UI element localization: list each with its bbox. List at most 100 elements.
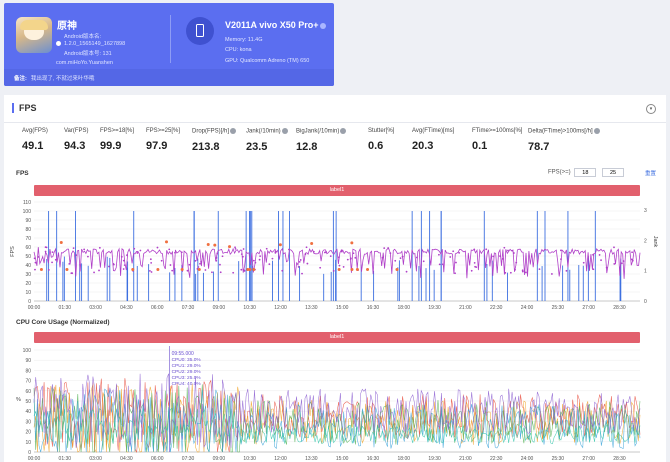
tooltip-time: 09:55.000: [172, 351, 194, 357]
fps-point: [349, 257, 352, 260]
fps-point: [342, 266, 345, 268]
fps-point: [305, 246, 308, 249]
fps-point: [515, 261, 518, 264]
fps-point: [194, 259, 197, 262]
fps-point: [234, 248, 237, 250]
fps-point: [332, 269, 335, 272]
card-divider: [170, 15, 171, 63]
fps-range-low-input[interactable]: [574, 168, 597, 177]
fps-point: [387, 247, 390, 249]
fps-x-tick: 04:30: [120, 305, 133, 311]
metric-value: 94.3: [64, 140, 86, 152]
fps-point: [72, 247, 75, 250]
cpu-chart[interactable]: 0 10 20 30 40 50 60 70 80 90 100% 00:00 01:30 03:00 04…: [4, 342, 666, 462]
fps-range-high-input[interactable]: [602, 168, 624, 177]
metric-value: 23.5: [246, 140, 268, 153]
fps-y-axis-label: FPS: [10, 246, 16, 257]
panel-title: FPS: [12, 103, 37, 113]
fps-x-tick: 19:30: [428, 305, 441, 311]
metric-value: 49.1: [22, 140, 44, 152]
fps-point: [240, 268, 243, 271]
cpu-x-tick: 18:00: [398, 456, 411, 462]
fps-point: [188, 263, 191, 266]
fps-point: [441, 263, 444, 266]
bigjank-marker: [310, 241, 314, 245]
metric-label: FPS>=25[%]: [146, 128, 181, 134]
metric-value: 97.9: [146, 140, 168, 152]
tooltip-line: CPU4: 40.0%: [172, 381, 202, 387]
device-memory: Memory: 11.4G: [225, 37, 263, 43]
fps-point: [123, 264, 126, 267]
cpu-x-tick: 15:00: [336, 456, 349, 462]
fps-chart[interactable]: 0 10 20 30 40 50 60 70 80 90 100 110 0 1 2 3 FPS Jank 00:0…: [4, 195, 666, 317]
help-icon[interactable]: [593, 128, 600, 134]
fps-point: [259, 255, 262, 258]
bigjank-marker: [213, 243, 217, 247]
fps-point: [254, 261, 257, 264]
fps-point: [180, 251, 183, 254]
cpu-x-tick: 00:00: [28, 456, 41, 462]
fps-point: [98, 246, 101, 249]
collapse-button[interactable]: ▾: [646, 104, 656, 114]
fps-label-bar[interactable]: label1: [34, 185, 640, 196]
cpu-x-tick: 22:30: [490, 456, 503, 462]
cpu-y-tick: 20: [25, 430, 31, 436]
fps-point: [47, 269, 50, 271]
fps-x-tick: 01:30: [59, 305, 72, 311]
fps-point: [559, 249, 562, 252]
fps-point: [54, 258, 57, 261]
tooltip-line: CPU3: 25.0%: [172, 375, 202, 381]
app-package: com.miHoYo.Yuanshen: [56, 60, 113, 66]
fps-y-tick: 20: [25, 281, 31, 287]
fps-point: [389, 252, 392, 255]
cpu-x-tick: 04:30: [120, 456, 133, 462]
cpu-y-tick: 10: [25, 440, 31, 446]
info-icon[interactable]: [320, 22, 327, 29]
metric-3: FPS>=25[%] 97.9: [146, 128, 180, 152]
metric-value: 0.6: [368, 140, 384, 152]
cpu-y-tick: 60: [25, 389, 31, 395]
cpu-x-tick: 09:00: [213, 456, 226, 462]
fps-point: [399, 257, 402, 260]
metric-label: FTime>=100ms[%]: [472, 128, 523, 134]
help-icon[interactable]: [340, 128, 347, 134]
metric-10: Delta(FTime)>100ms[/h] 78.7: [528, 128, 600, 153]
fps-point: [281, 269, 284, 272]
fps-point: [299, 259, 302, 261]
fps-point: [605, 266, 608, 269]
app-version-text: 1.2.0_1565149_1627898: [64, 41, 126, 47]
cpu-x-tick: 07:30: [182, 456, 195, 462]
cpu-x-tick: 24:00: [521, 456, 534, 462]
fps-x-tick: 07:30: [182, 305, 195, 311]
cpu-y-tick: 0: [28, 450, 31, 456]
reset-button[interactable]: 重置: [644, 171, 656, 177]
fps-point: [168, 248, 171, 251]
help-icon[interactable]: [281, 128, 288, 134]
cpu-x-tick: 10:30: [243, 456, 256, 462]
help-icon[interactable]: [230, 128, 237, 134]
fps-point: [452, 250, 455, 253]
bigjank-marker: [228, 245, 232, 249]
fps-point: [211, 271, 213, 274]
app-version: 1.2.0_1565149_1627898: [56, 41, 125, 47]
fps-point: [271, 257, 274, 260]
fps-point: [197, 266, 200, 268]
fps-y-tick: 60: [25, 245, 31, 251]
device-title-text: V2011A vivo X50 Pro+: [225, 20, 319, 30]
fps-point: [504, 271, 507, 274]
fps-point: [139, 249, 142, 252]
fps-point: [438, 253, 440, 256]
cpu-label-bar[interactable]: label1: [34, 332, 640, 343]
jank-y-tick: 2: [644, 238, 647, 244]
fps-point: [422, 260, 425, 263]
fps-point: [87, 255, 89, 258]
fps-point: [449, 256, 452, 258]
metric-label: Jank(/10min): [246, 128, 288, 135]
fps-point: [150, 261, 153, 264]
tooltip-line: CPU1: 29.0%: [172, 363, 202, 369]
fps-points: [33, 246, 634, 275]
fps-point: [232, 271, 235, 274]
fps-point: [240, 253, 243, 256]
cpu-series-line: [33, 407, 641, 445]
metric-value: 99.9: [100, 140, 122, 152]
